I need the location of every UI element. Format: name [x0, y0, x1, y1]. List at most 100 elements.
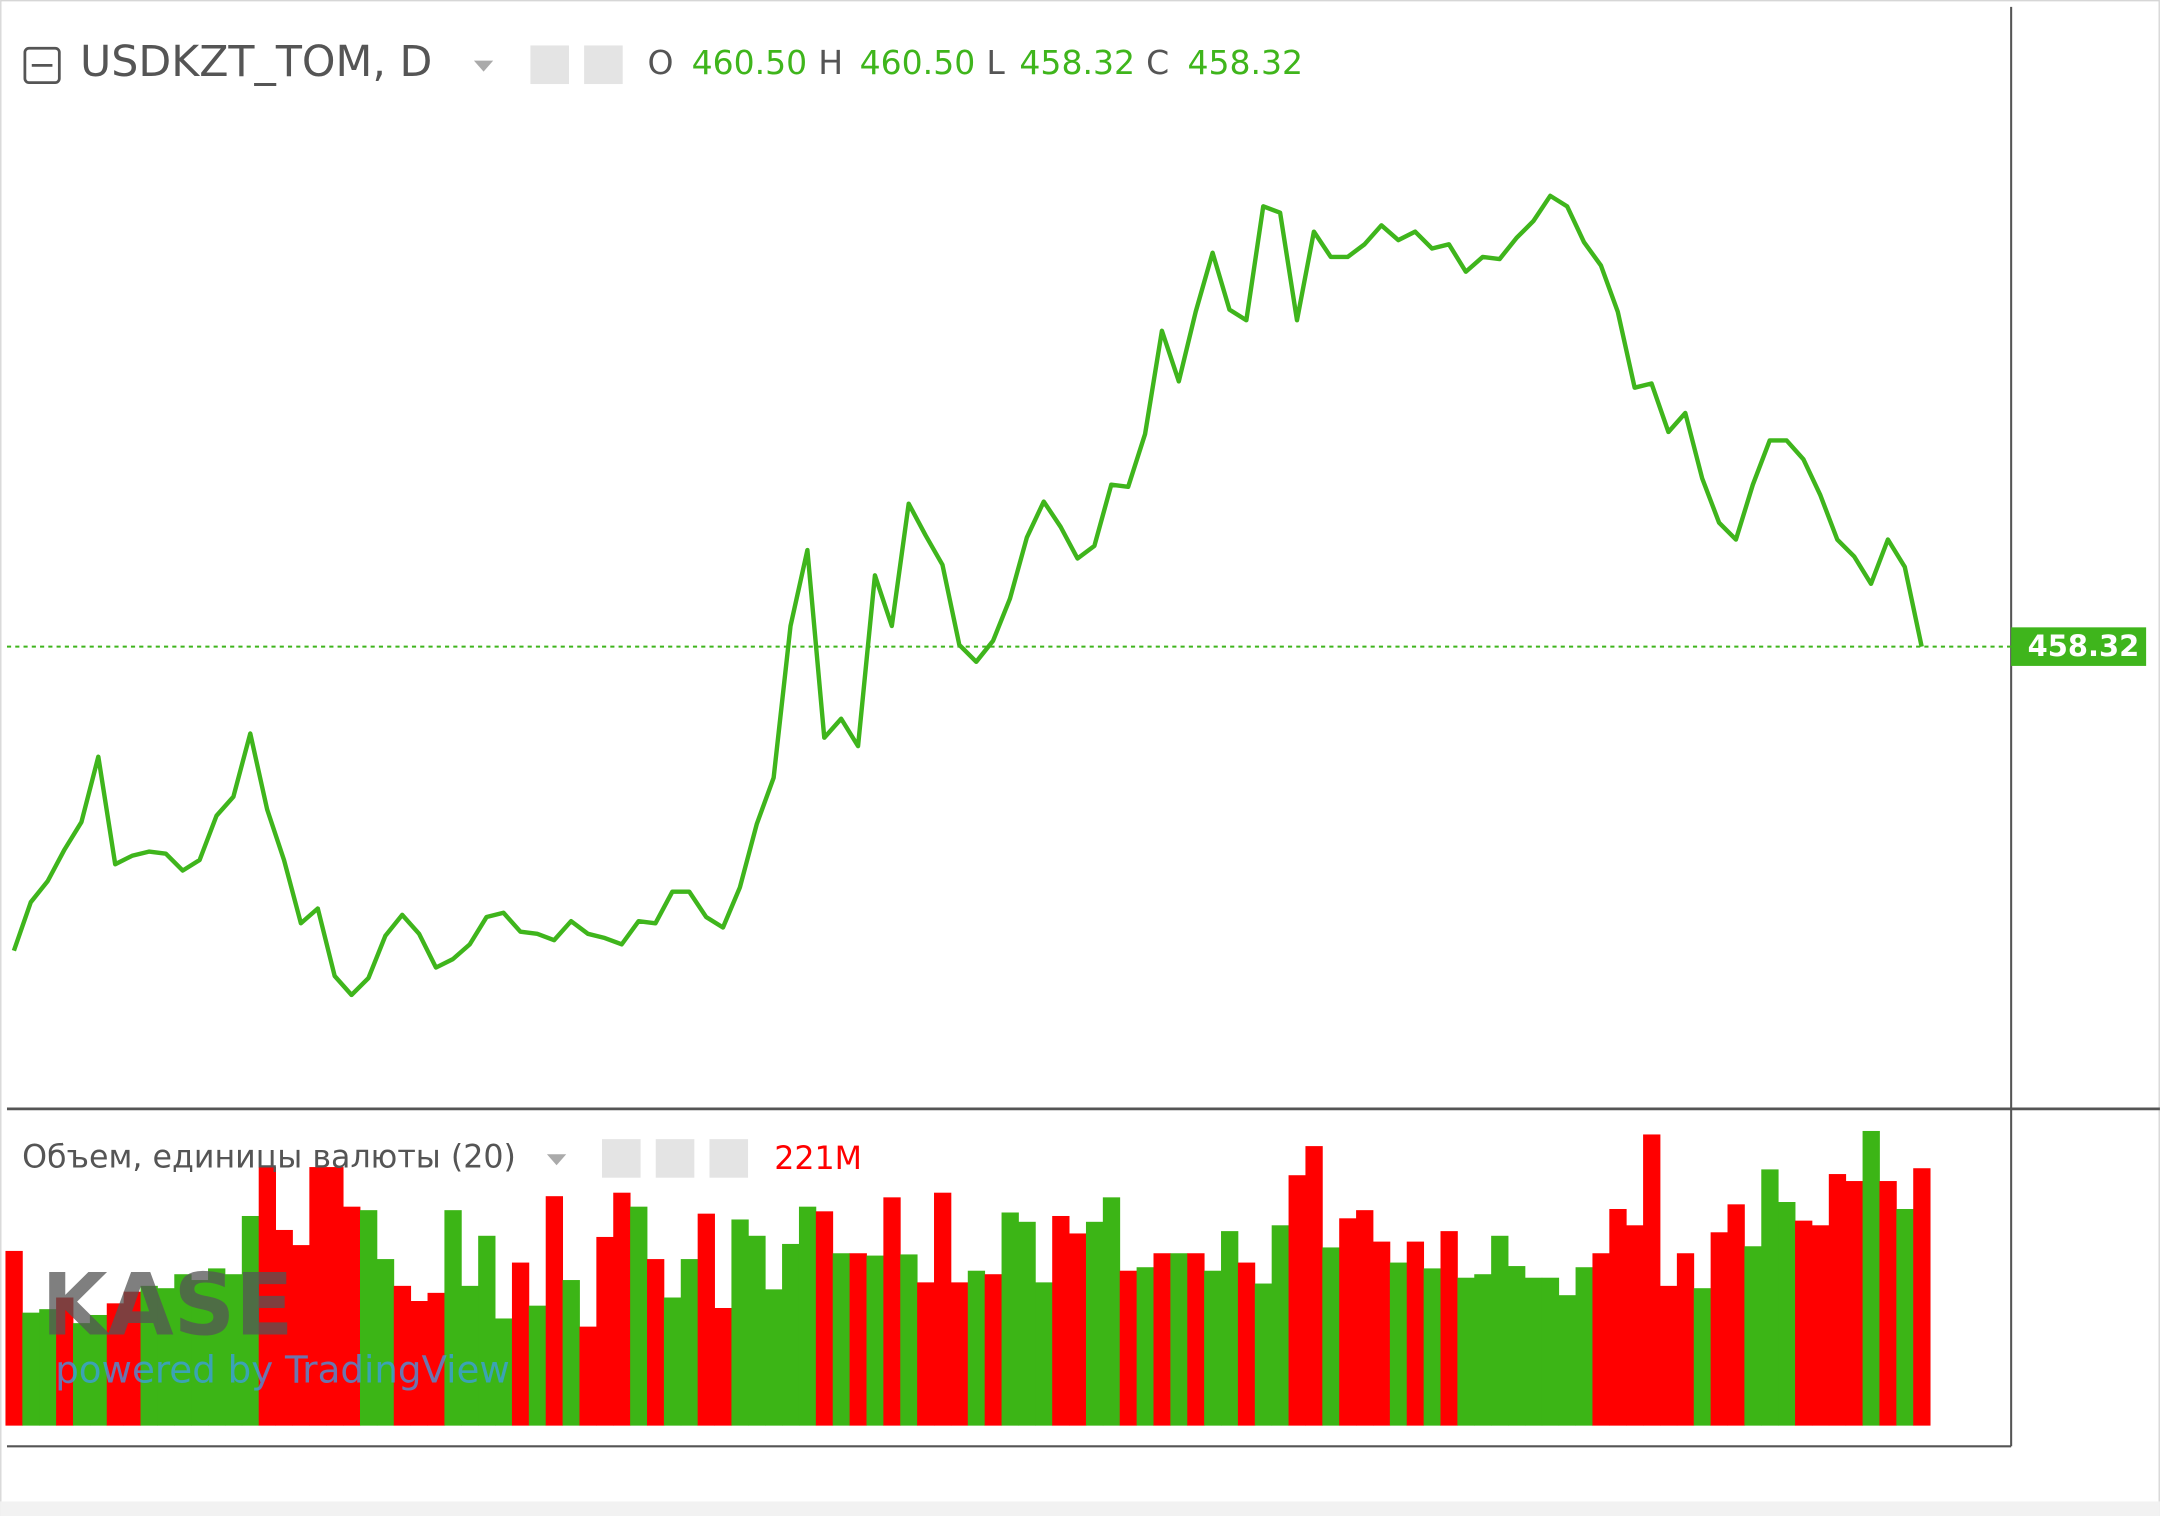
volume-bar: [1609, 1208, 1627, 1426]
volume-bar: [579, 1326, 597, 1426]
volume-bar: [157, 1288, 175, 1426]
volume-bar: [495, 1318, 513, 1426]
volume-bar: [1221, 1231, 1239, 1426]
volume-bar: [191, 1280, 209, 1426]
volume-bar: [1474, 1274, 1492, 1426]
volume-bar: [1508, 1266, 1526, 1426]
eye-icon[interactable]: [530, 45, 569, 85]
volume-bar: [1254, 1283, 1273, 1426]
volume-bar: [1288, 1175, 1306, 1426]
watermark-brand: KASE: [41, 1257, 293, 1356]
volume-bar: [1339, 1218, 1357, 1426]
volume-bar: [1136, 1267, 1154, 1426]
volume-bar: [72, 1323, 91, 1426]
volume-bar: [1102, 1197, 1121, 1426]
volume-bar: [1727, 1204, 1745, 1426]
volume-bar: [1558, 1295, 1576, 1426]
volume-bar: [680, 1259, 699, 1426]
dropdown-icon[interactable]: [473, 60, 494, 72]
ohlc-key: L: [986, 43, 1005, 82]
volume-bar: [1778, 1202, 1796, 1426]
volume-bar: [1440, 1231, 1458, 1426]
volume-bar: [832, 1253, 851, 1426]
volume-bar: [393, 1285, 412, 1426]
volume-bar: [123, 1291, 141, 1426]
volume-bar: [1828, 1174, 1847, 1426]
volume-bar: [1069, 1233, 1087, 1426]
volume-bar: [1693, 1288, 1712, 1426]
marks: [5, 193, 2147, 1426]
ohlc-value: 460.50: [692, 43, 808, 82]
settings-icon[interactable]: [655, 1139, 695, 1178]
volume-bar: [967, 1270, 986, 1426]
volume-bar: [5, 1250, 23, 1426]
volume-bar: [1761, 1169, 1779, 1426]
symbol: USDKZT_TOM, D: [80, 37, 432, 87]
volume-bar: [1389, 1262, 1408, 1426]
volume-bar: [275, 1229, 293, 1426]
volume-bar: [1643, 1134, 1661, 1426]
bottom-strip: [0, 1501, 2160, 1516]
volume-bar: [478, 1235, 496, 1426]
volume-bar: [1676, 1253, 1695, 1426]
volume-bar: [1237, 1262, 1256, 1426]
volume-bar: [1659, 1285, 1678, 1426]
ohlc-value: 458.32: [1187, 43, 1303, 82]
volume-bar: [1592, 1253, 1610, 1426]
volume-bar: [461, 1285, 479, 1426]
eye-icon[interactable]: [602, 1139, 641, 1178]
volume-bar: [410, 1301, 428, 1426]
volume-bar: [1322, 1247, 1340, 1426]
volume-bar: [866, 1255, 884, 1426]
volume-bar: [663, 1297, 682, 1426]
volume-bar: [748, 1235, 766, 1426]
volume-bar: [950, 1282, 969, 1426]
volume-bar: [1457, 1277, 1475, 1426]
volume-bar: [1153, 1253, 1171, 1426]
price-line: [11, 193, 1924, 998]
volume-bar: [714, 1307, 732, 1426]
volume-bar: [241, 1215, 260, 1426]
last-price-label: 458.32: [2028, 629, 2140, 663]
collapse-button[interactable]: [23, 46, 61, 85]
volume-bar: [1626, 1225, 1644, 1426]
volume-bar: [596, 1236, 614, 1426]
volume-bar: [427, 1292, 445, 1426]
volume-bar: [376, 1259, 395, 1426]
volume-bar: [934, 1192, 952, 1426]
volume-bar: [1541, 1277, 1560, 1426]
volume-bar: [1423, 1268, 1441, 1426]
volume-bar: [258, 1167, 277, 1426]
ohlc-key: C: [1146, 43, 1169, 82]
dropdown-icon[interactable]: [546, 1154, 567, 1166]
volume-bar: [1710, 1232, 1728, 1426]
volume-bar: [292, 1245, 310, 1426]
volume-bar: [444, 1210, 462, 1426]
ohlc-key: H: [818, 43, 843, 82]
volume-bar: [1879, 1181, 1897, 1426]
volume-bar: [630, 1206, 648, 1426]
volume-bar: [1406, 1241, 1425, 1426]
volume-bar: [883, 1197, 901, 1426]
volume-bar: [1845, 1181, 1863, 1426]
volume-bar: [1018, 1221, 1036, 1426]
volume-bar: [309, 1167, 327, 1426]
volume-bar: [22, 1312, 40, 1426]
ohlc-value: 460.50: [860, 43, 976, 82]
volume-bar: [511, 1262, 530, 1426]
volume-bar: [208, 1268, 226, 1426]
close-icon[interactable]: [709, 1139, 749, 1178]
volume-bar: [849, 1253, 867, 1426]
volume-bar: [39, 1309, 57, 1426]
volume-bar: [224, 1274, 243, 1426]
volume-bar: [1524, 1277, 1543, 1426]
volume-bar: [360, 1210, 378, 1426]
volume-bar: [765, 1289, 783, 1426]
volume-bar: [1305, 1146, 1323, 1426]
volume-bar: [174, 1274, 192, 1426]
ohlc-value: 458.32: [1019, 43, 1135, 82]
volume-bar: [1204, 1270, 1222, 1426]
settings-icon[interactable]: [584, 45, 623, 85]
volume-bar: [1575, 1267, 1593, 1426]
